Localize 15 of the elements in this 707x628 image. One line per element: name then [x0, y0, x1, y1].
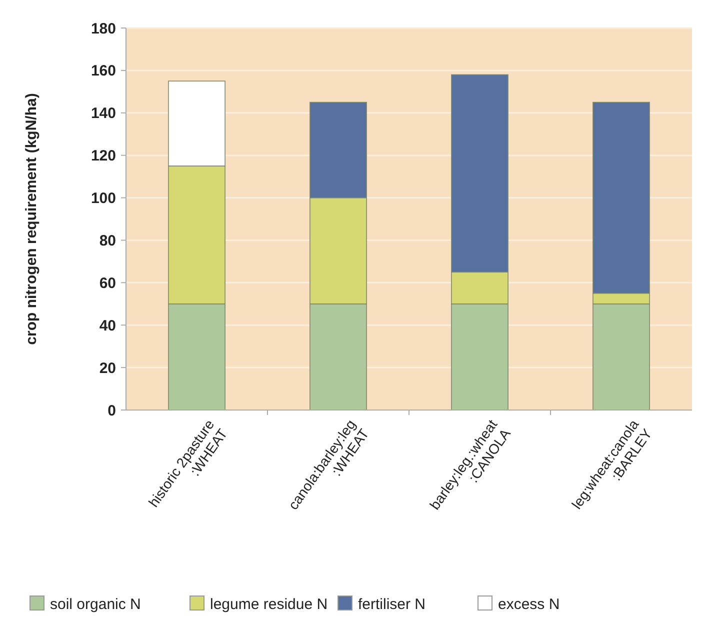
y-tick-label: 80	[99, 232, 116, 250]
y-tick-label: 160	[90, 62, 116, 80]
y-tick-label: 40	[99, 317, 116, 334]
legend-label: soil organic N	[50, 596, 141, 613]
y-tick-label: 120	[90, 148, 116, 165]
y-tick-label: 20	[99, 360, 116, 377]
y-tick-label: 140	[90, 105, 116, 122]
y-tick-label: 60	[99, 274, 116, 292]
y-tick-label: 100	[90, 190, 116, 208]
y-tick-label: 180	[90, 20, 116, 38]
legend-label: excess N	[498, 596, 560, 613]
legend-label: legume residue N	[210, 596, 328, 613]
legend-label: fertiliser N	[358, 596, 426, 613]
y-axis-title: crop nitrogen requirement (kgN/ha)	[23, 93, 40, 345]
y-tick-label: 0	[108, 402, 116, 420]
